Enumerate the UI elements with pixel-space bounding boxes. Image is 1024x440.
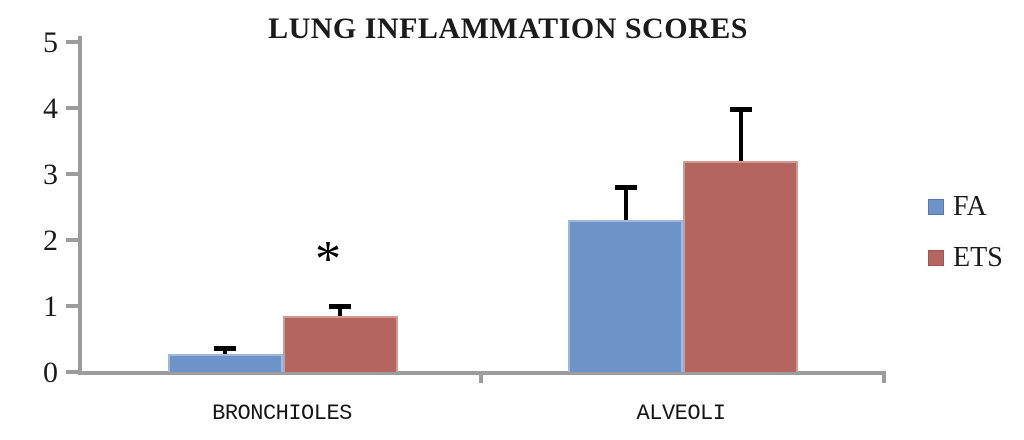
legend-label-ets: ETS: [953, 242, 1003, 273]
error-bar-cap: [214, 346, 236, 352]
error-bar-cap: [329, 304, 351, 309]
legend-item-fa: FA: [928, 190, 987, 224]
y-axis-tick: [66, 106, 80, 110]
x-axis-line: [78, 371, 886, 375]
y-axis-line: [78, 36, 82, 375]
y-axis-tick-label: 0: [43, 356, 58, 389]
y-axis-tick-label: 1: [43, 290, 58, 323]
significance-asterisk: *: [315, 231, 341, 288]
legend-swatch-fa-icon: [928, 199, 944, 215]
x-axis-end-tick: [882, 371, 886, 383]
y-axis-tick: [66, 370, 80, 374]
y-axis-tick: [66, 304, 80, 308]
y-axis-tick: [66, 238, 80, 242]
error-bar-stem: [338, 306, 342, 316]
bar-fa-alveoli: [568, 220, 683, 372]
chart-title: LUNG INFLAMMATION SCORES: [268, 12, 748, 45]
error-bar-cap: [614, 185, 637, 191]
error-bar-stem: [738, 109, 743, 161]
bar-fa-bronchioles: [167, 353, 283, 372]
bar-ets-bronchioles: [282, 315, 398, 372]
bar-ets-alveoli: [683, 160, 798, 372]
legend-item-ets: ETS: [928, 241, 1003, 275]
x-axis-label-bronchioles: BRONCHIOLES: [212, 401, 352, 426]
y-axis-tick-label: 2: [43, 224, 58, 257]
legend-swatch-ets-icon: [928, 250, 944, 266]
legend-label-fa: FA: [953, 191, 987, 222]
y-axis-tick: [66, 40, 80, 44]
y-axis-tick-label: 5: [43, 26, 58, 59]
y-axis-tick-label: 4: [43, 92, 58, 125]
y-axis-tick-label: 3: [43, 158, 58, 191]
error-bar-stem: [623, 187, 628, 221]
x-axis-label-alveoli: ALVEOLI: [636, 401, 726, 426]
y-axis-tick: [66, 172, 80, 176]
error-bar-cap: [729, 107, 752, 113]
x-axis-category-tick: [479, 375, 483, 383]
